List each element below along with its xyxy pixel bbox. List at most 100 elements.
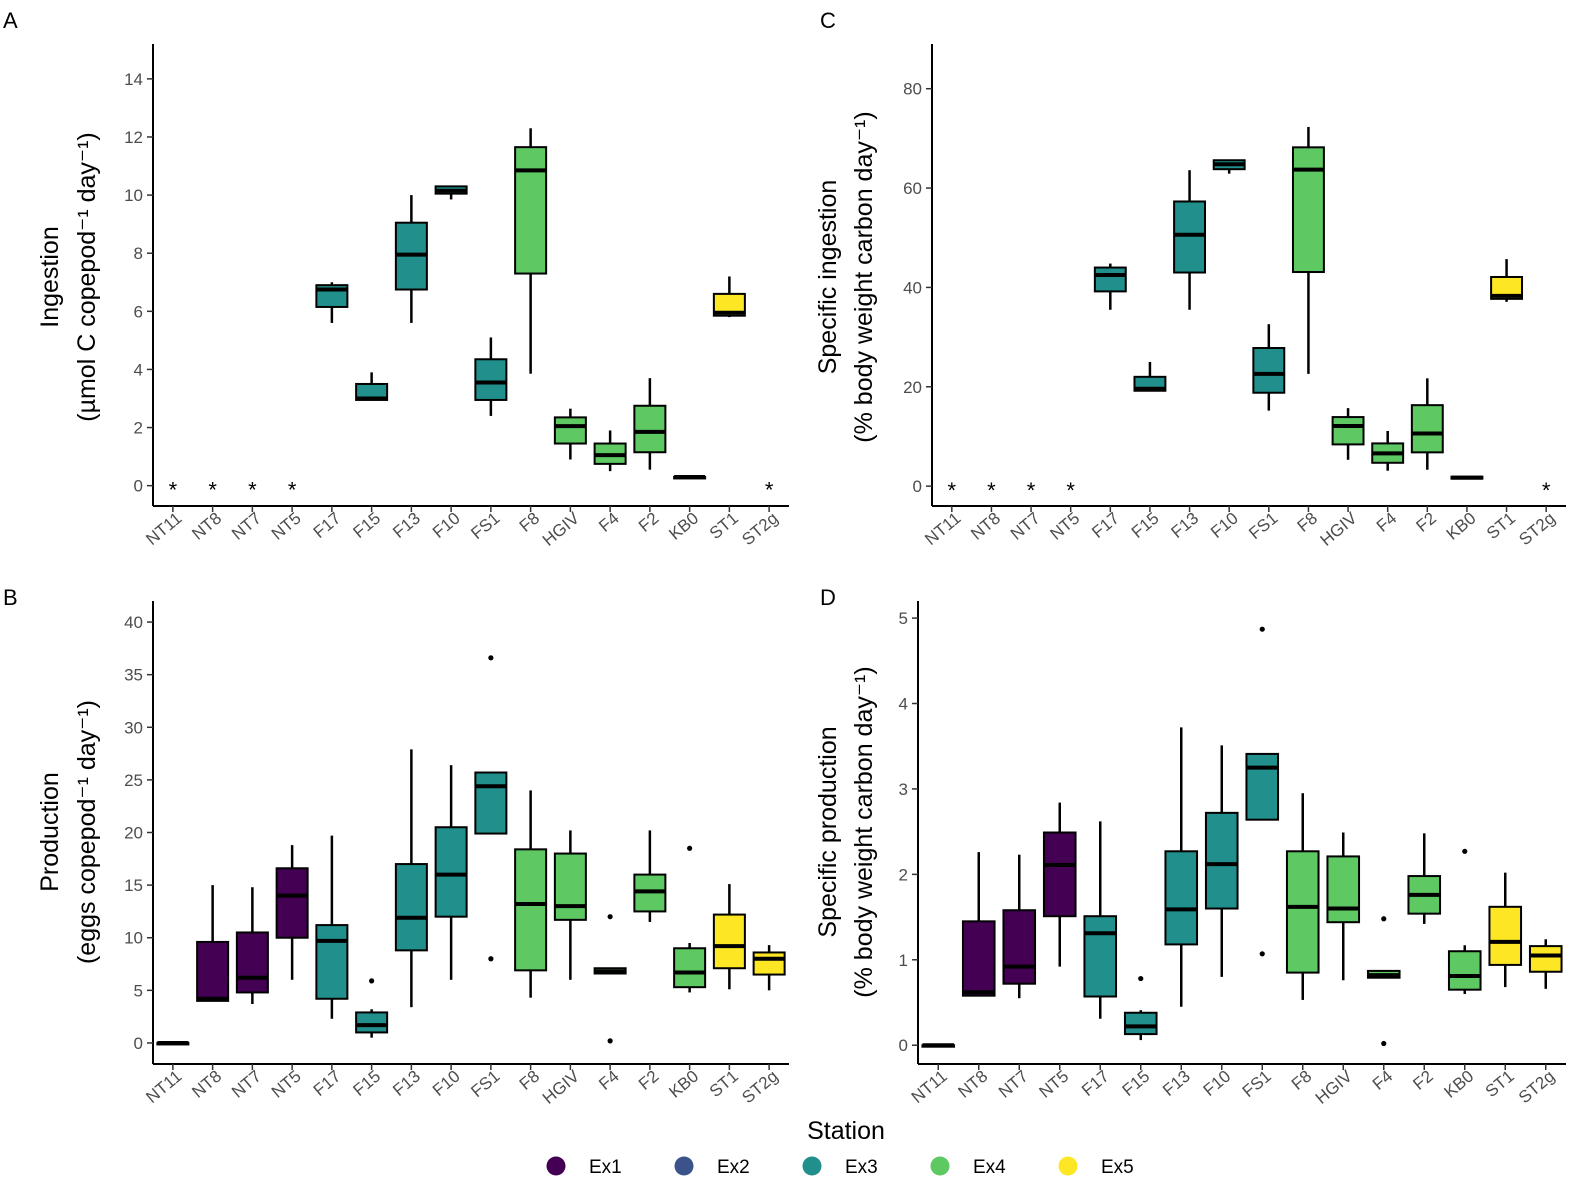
legend-item-ex3: Ex3 [802,1156,878,1178]
legend-swatch [674,1156,694,1176]
box-iqr [474,358,508,401]
legend-label: Ex1 [589,1157,622,1178]
legend-swatch [546,1156,566,1176]
panel-d-xtick-label: ST1 [1482,1067,1518,1102]
panel-c-xtick-label: F2 [1412,509,1439,536]
panel-c-missing-marker: * [987,478,996,503]
panel-c-xtick-label: F17 [1088,509,1123,542]
panel-b-xtick-label: ST1 [706,1067,742,1102]
panel-d-ytick-label: 5 [899,609,908,628]
panel-d-ytick-label: 4 [899,695,908,714]
legend: Station Ex1 Ex2 Ex3 Ex4 Ex5 [546,1117,1134,1178]
panel-c-ytick-label: 80 [903,80,922,99]
panel-b-box-f4 [593,914,627,1044]
panel-c-xtick-label: F10 [1207,509,1242,542]
panel-a-missing-marker: * [248,478,257,503]
box-iqr [474,771,508,835]
panel-b-box-nt11 [156,1040,190,1046]
panel-c-ylabel-line1: Specific ingestion [814,180,842,375]
panel-b-xtick-label: F4 [595,1067,622,1094]
panel-c-box-kb0 [1450,475,1484,480]
panel-a-xtick-label: F8 [516,509,543,536]
panel-a-xtick-label: F13 [389,509,424,542]
panel-b-xtick-label: KB0 [665,1067,702,1102]
panel-a-plot: 0 2 4 6 8 10 12 14 NT11 NT8 NT7 NT5 F17 F15 F13 F10 FS1 F… [124,44,789,550]
panel-d-xtick-label: F2 [1409,1067,1436,1094]
panel-b-xtick-label: FS1 [467,1067,503,1102]
panel-b-box-f13 [394,749,428,1008]
panel-b-plot: 0 5 10 15 20 25 30 35 40 NT11 NT8 NT7 NT5 F17 F15 F13 F1… [124,601,789,1108]
panel-a-ytick-label: 14 [124,70,143,89]
box-iqr [1326,855,1361,924]
panel-d-xtick-label: F4 [1369,1067,1396,1094]
panel-a-ytick-label: 10 [124,186,143,205]
box-iqr [1204,811,1239,910]
box-iqr [1173,200,1207,274]
panel-d-ytick-label: 1 [899,951,908,970]
panel-c: C Specific ingestion (% body weight carb… [814,8,1566,550]
panel-a-ytick-label: 0 [134,477,143,496]
box-iqr [1447,950,1482,991]
panel-c-xtick-label: NT11 [921,509,964,549]
panel-a-xtick-label: F2 [635,509,662,536]
panel-c-xtick-label: F4 [1373,509,1400,536]
panel-c-xtick-label: KB0 [1443,509,1480,544]
panel-b-xtick-label: F8 [516,1067,543,1094]
legend-item-ex4: Ex4 [930,1156,1006,1178]
box-iqr [712,913,746,970]
panel-b-box-f17 [315,835,349,1019]
panel-c-xtick-label: ST2g [1515,509,1558,550]
box-iqr [1488,905,1523,966]
box-iqr [434,826,468,918]
panel-c-box-hgiv [1331,408,1365,460]
panel-c-xtick-label: NT7 [1007,509,1044,544]
panel-d-box-f15 [1123,975,1158,1041]
panel-b-box-f8 [514,790,548,998]
legend-item-ex1: Ex1 [546,1156,622,1178]
panel-b-ytick-label: 35 [124,666,143,685]
panel-b-label: B [3,585,18,610]
panel-c-box-fs1 [1252,324,1286,411]
panel-b: B Production (eggs copepod⁻¹ day⁻¹) 0 5 10… [3,585,789,1108]
outlier-point [369,978,375,984]
panel-d-box-nt8 [961,852,996,997]
panel-d-box-f2 [1407,833,1442,924]
panel-c-xtick-label: F8 [1294,509,1321,536]
legend-item-ex2: Ex2 [674,1156,750,1178]
panel-b-xtick-label: F13 [389,1067,424,1100]
box-iqr [961,920,996,997]
panel-a-xtick-label: F4 [595,509,622,536]
panel-b-ytick-label: 0 [134,1034,143,1053]
panel-d-box-fs1 [1245,626,1280,957]
panel-a-xtick-label: NT8 [188,509,225,544]
panel-b-box-st1 [712,884,746,990]
panel-d-xtick-label: F15 [1119,1067,1154,1100]
panel-a-box-kb0 [673,474,707,480]
panel-d-xtick-label: F10 [1200,1067,1235,1100]
box-iqr [633,404,667,454]
panel-a-xtick-label: FS1 [467,509,503,544]
panel-d-box-nt5 [1042,802,1077,967]
panel-c-xtick-label: NT8 [967,509,1004,544]
panel-d-box-kb0 [1447,848,1482,994]
box-iqr [394,863,428,952]
box-iqr [752,951,786,976]
legend-label: Ex2 [717,1157,750,1178]
panel-c-ytick-label: 60 [903,179,922,198]
panel-b-xtick-label: NT11 [142,1067,185,1107]
panel-b-ytick-label: 5 [134,981,143,1000]
panel-b-box-nt5 [275,845,309,980]
panel-d-xtick-label: FS1 [1239,1067,1275,1102]
box-iqr [1285,850,1320,974]
box-iqr [196,940,230,1002]
panel-b-ytick-label: 20 [124,824,143,843]
panel-a-xtick-label: F10 [429,509,464,542]
panel-b-xtick-label: F17 [310,1067,345,1100]
panel-a-ylabel-line1: Ingestion [36,226,64,327]
panel-d-ylabel-line2: (% body weight carbon day⁻¹) [850,666,878,997]
panel-a-box-f8 [514,128,548,374]
panel-c-box-f15 [1133,361,1167,392]
outlier-point [1381,1040,1387,1047]
panel-a-box-f4 [593,430,627,472]
panel-b-box-f15 [355,978,389,1038]
